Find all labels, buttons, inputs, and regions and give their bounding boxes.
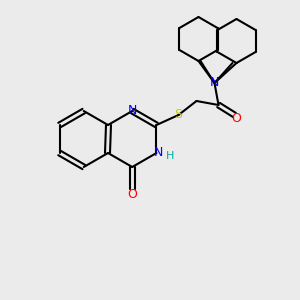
Text: O: O <box>232 112 242 125</box>
Text: N: N <box>154 146 163 160</box>
Text: N: N <box>128 104 137 118</box>
Text: H: H <box>166 151 175 161</box>
Text: S: S <box>175 109 182 122</box>
Text: O: O <box>127 188 137 200</box>
Text: N: N <box>210 76 219 89</box>
